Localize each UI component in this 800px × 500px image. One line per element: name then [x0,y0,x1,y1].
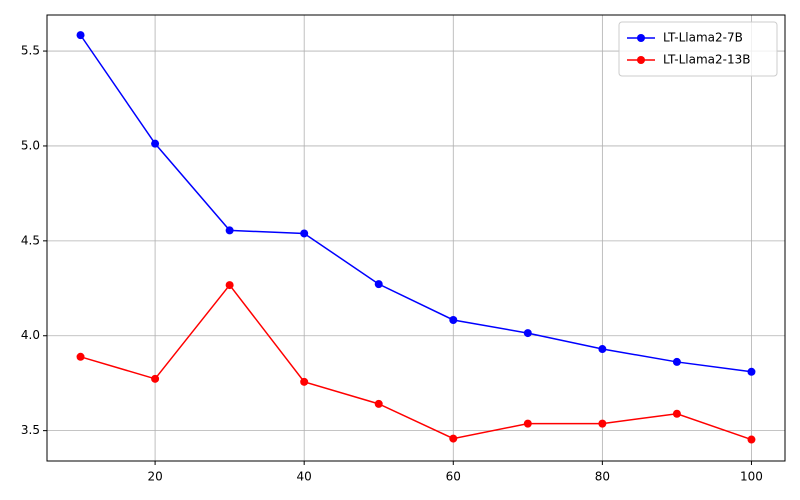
data-point [598,419,607,428]
y-tick-label: 5.5 [21,44,40,58]
data-point [747,367,756,376]
data-point [300,229,309,238]
legend-box [618,21,778,77]
y-tick-label: 5.0 [21,138,40,152]
x-tick-label: 80 [595,470,610,484]
data-point [151,374,160,383]
data-point [449,315,458,324]
data-point [747,435,756,444]
data-point [449,434,458,443]
x-tick-label: 40 [297,470,312,484]
data-point [76,31,85,40]
y-tick-label: 4.5 [21,233,40,247]
x-tick-label: 100 [740,470,763,484]
y-tick-label: 4.0 [21,328,40,342]
data-point [225,281,234,290]
series-line [79,34,752,373]
x-tick-label: 20 [147,470,162,484]
legend: LT-Llama2-7B LT-Llama2-13B [618,21,778,77]
data-point [598,345,607,354]
data-point [374,280,383,289]
legend-label: LT-Llama2-13B [663,53,750,67]
data-point [151,139,160,148]
data-point [672,357,681,366]
data-point [672,409,681,418]
data-point [374,399,383,408]
series-line [80,283,752,441]
legend-marker [637,56,645,64]
data-point [76,352,85,361]
x-tick-label: 60 [446,470,461,484]
legend-label: LT-Llama2-7B [663,31,743,45]
y-tick-label: 3.5 [21,423,40,437]
data-point [523,329,532,338]
data-point [300,377,309,386]
data-point [225,226,234,235]
legend-marker [637,34,645,42]
plot-frame [46,14,786,462]
data-point [523,419,532,428]
